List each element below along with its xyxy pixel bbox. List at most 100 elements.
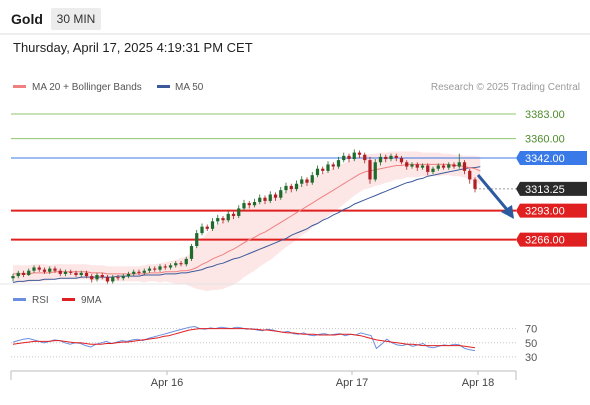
candle [37, 265, 41, 272]
timestamp: Thursday, April 17, 2025 4:19:31 PM CET [13, 40, 253, 55]
candle [294, 180, 299, 192]
candle [184, 256, 188, 267]
candle [174, 261, 178, 268]
candle [48, 266, 52, 274]
candle [53, 266, 57, 273]
candle [132, 269, 136, 277]
candle [363, 152, 367, 164]
candle [431, 166, 435, 175]
candle [436, 163, 440, 171]
timeframe-button[interactable] [51, 8, 101, 30]
candle [21, 270, 26, 278]
candle [216, 214, 220, 225]
candle [105, 275, 110, 285]
candle [394, 153, 398, 162]
candle [179, 261, 183, 267]
candle [168, 263, 173, 270]
candle [111, 275, 115, 284]
candle [126, 271, 131, 279]
price-panel: 3383.00 3360.00 3342.00 3313.25 3293.00 3266.… [11, 109, 587, 292]
candle [153, 266, 157, 272]
x-tick-label: Apr 17 [336, 377, 368, 389]
candle [189, 243, 194, 262]
candle [200, 223, 204, 236]
candle [63, 269, 68, 277]
ma20-line [13, 163, 481, 275]
candle [279, 186, 283, 200]
candle [90, 273, 94, 283]
level-label-tag [516, 232, 587, 247]
candle [79, 270, 83, 278]
candle [447, 162, 451, 170]
candle [289, 183, 293, 193]
rsi-line [12, 325, 476, 352]
candle [252, 198, 257, 208]
candle [457, 153, 461, 169]
candle [142, 268, 146, 275]
ma20-legend-swatch [13, 85, 26, 88]
candle [268, 191, 272, 204]
rsi-ma-legend-label: 9MA [81, 295, 102, 306]
candle [116, 275, 120, 281]
candle [210, 218, 215, 231]
timeframe-label: 30 MIN [57, 12, 96, 26]
candle [321, 166, 325, 175]
level-label-2: 3342.00 [516, 150, 587, 165]
candle [415, 162, 419, 171]
research-credit: Research © 2025 Trading Central [431, 82, 580, 93]
candle [420, 163, 425, 170]
candle [405, 160, 409, 170]
candle [74, 270, 78, 278]
candle [237, 205, 241, 219]
level-label-5: 3266.00 [516, 232, 587, 247]
candle [468, 168, 472, 184]
candle [473, 177, 477, 193]
bollinger-band [13, 151, 481, 292]
candle [410, 162, 414, 169]
candle [11, 273, 15, 282]
candle [378, 153, 383, 166]
level-label-0: 3383.00 [525, 109, 565, 121]
candle [16, 270, 20, 279]
rsi-panel: 70 50 30 [11, 324, 537, 364]
level-label-tag [516, 150, 587, 165]
candle [315, 165, 320, 178]
rsi-legend-swatch [13, 298, 26, 301]
candle [95, 272, 99, 282]
candle [221, 215, 225, 224]
candle [452, 162, 456, 169]
candle [247, 200, 251, 209]
level-label-text: 3313.25 [525, 184, 565, 196]
ma20-legend-label: MA 20 + Bollinger Bands [32, 82, 142, 93]
candle [342, 152, 346, 163]
candle [331, 162, 335, 170]
forecast-arrow [476, 174, 514, 219]
candle [284, 182, 288, 194]
candle [462, 160, 467, 175]
level-label-text: 3342.00 [525, 153, 565, 165]
candle [205, 224, 209, 231]
candle [441, 163, 446, 170]
candle [231, 211, 236, 220]
symbol-title: Gold [11, 11, 43, 27]
candle [373, 159, 377, 182]
level-label-3: 3313.25 [516, 181, 587, 196]
candle [263, 195, 267, 205]
candle [352, 149, 356, 162]
rsi-tick-label: 50 [525, 338, 537, 350]
candle [368, 156, 372, 184]
candle [336, 156, 341, 169]
level-label-text: 3266.00 [525, 235, 565, 247]
candle [305, 177, 309, 186]
candle [137, 269, 141, 275]
candle [347, 153, 351, 163]
level-label-text: 3360.00 [525, 134, 565, 146]
level-label-tag [516, 203, 587, 218]
candle [42, 267, 47, 274]
candle [258, 194, 262, 205]
candle [84, 270, 89, 279]
x-tick-label: Apr 18 [462, 377, 494, 389]
level-label-1: 3360.00 [525, 134, 565, 146]
candle [326, 161, 330, 174]
